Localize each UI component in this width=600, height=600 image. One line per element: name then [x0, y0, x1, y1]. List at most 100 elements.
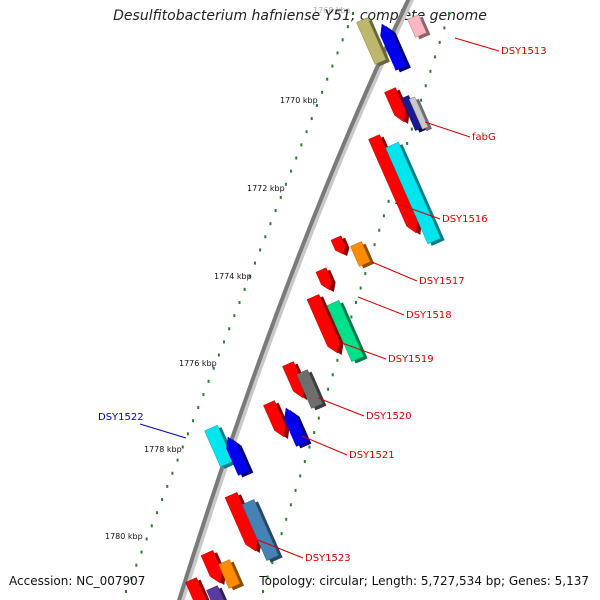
accession-text: Accession: NC_007907 [9, 574, 146, 588]
tick-label-1772: 1772 kbp [247, 184, 285, 193]
gene-red-short[interactable] [330, 235, 350, 256]
tick-dot-left [352, 12, 354, 15]
gene-dsy1519[interactable] [326, 300, 368, 364]
tick-dot-right [336, 358, 339, 362]
tick-dot-right [317, 416, 320, 420]
tick-dot-right [331, 373, 334, 377]
tick-dot-right [359, 286, 362, 290]
tick-dot-left [310, 117, 313, 121]
tick-label-1768: 1768 kbp [313, 6, 351, 15]
gene-dsy1512-khaki[interactable] [356, 17, 390, 67]
tick-dot-right [378, 228, 381, 232]
gene-label-dsy1516[interactable]: DSY1516 [442, 214, 488, 225]
gene-features [185, 14, 445, 600]
gene-label-dsy1519[interactable]: DSY1519 [388, 354, 434, 365]
tick-dot-left [161, 498, 164, 502]
tick-marks [125, 12, 450, 593]
tick-dot-right [285, 517, 288, 521]
tick-dot-right [410, 127, 413, 131]
tick-dot-right [303, 459, 306, 463]
gene-label-fabg[interactable]: fabG [472, 132, 496, 143]
tick-dot-left [233, 314, 236, 318]
tick-dot-right [266, 575, 269, 579]
gene-label-dsy1522[interactable]: DSY1522 [98, 412, 144, 423]
tick-dot-left [341, 38, 344, 42]
tick-dot-right [262, 590, 264, 593]
tick-dot-left [197, 406, 200, 410]
tick-dot-right [443, 26, 446, 30]
gene-label-dsy1517[interactable]: DSY1517 [419, 276, 465, 287]
gene-red-1780[interactable] [224, 492, 262, 553]
label-leader-line [357, 296, 405, 316]
tick-dot-left [259, 248, 262, 252]
label-leader-line [301, 435, 348, 456]
gene-red-1770[interactable] [384, 87, 410, 124]
gene-red-1776[interactable] [306, 294, 344, 355]
tick-dot-left [192, 419, 195, 423]
tick-dot-right [387, 199, 390, 203]
tick-dot-left [300, 143, 303, 147]
tick-dot-left [331, 64, 334, 68]
tick-dot-right [327, 387, 330, 391]
tick-dot-left [284, 182, 287, 186]
gene-dsy1517[interactable] [350, 241, 375, 269]
tick-dot-left [130, 576, 133, 580]
tick-dot-left [135, 563, 138, 567]
gene-dsy1513-pink[interactable] [407, 14, 431, 40]
tick-label-1770: 1770 kbp [280, 96, 318, 105]
tick-dot-right [280, 532, 283, 536]
tick-dot-left [305, 130, 308, 134]
gene-label-dsy1520[interactable]: DSY1520 [366, 411, 412, 422]
tick-dot-right [448, 12, 450, 15]
gene-dsy1521[interactable] [284, 407, 312, 449]
tick-dot-right [313, 431, 316, 435]
gene-orange-1781[interactable] [218, 559, 245, 591]
gene-dsy1520[interactable] [296, 369, 327, 411]
gene-label-dsy1518[interactable]: DSY1518 [406, 310, 452, 321]
tick-dot-right [294, 488, 297, 492]
tick-dot-left [181, 445, 184, 449]
tick-dot-right [424, 84, 427, 88]
topology-summary: Topology: circular; Length: 5,727,534 bp… [259, 574, 589, 588]
tick-dot-left [279, 195, 282, 199]
tick-dot-left [166, 484, 169, 488]
label-leaders [139, 37, 500, 559]
tick-dot-right [271, 561, 274, 565]
gene-label-dsy1523[interactable]: DSY1523 [305, 553, 351, 564]
tick-dot-left [243, 287, 246, 291]
gene-red-1781[interactable] [200, 550, 227, 585]
gene-purple-1782[interactable] [206, 585, 231, 600]
backbone [177, 0, 411, 600]
gene-red-1772[interactable] [368, 134, 422, 235]
gene-red-1777[interactable] [282, 361, 309, 400]
tick-dot-left [140, 550, 143, 554]
label-leader-line [341, 342, 387, 360]
gene-dsy1523[interactable] [241, 499, 283, 563]
gene-label-dsy1521[interactable]: DSY1521 [349, 450, 395, 461]
tick-dot-right [350, 315, 353, 319]
gene-dsy1516[interactable] [385, 141, 445, 246]
tick-dot-left [202, 392, 205, 396]
tick-dot-left [212, 366, 215, 370]
gene-red-1778[interactable] [263, 400, 290, 439]
tick-dot-left [228, 327, 231, 331]
tick-dot-right [438, 40, 441, 44]
gene-red-1782[interactable] [185, 577, 214, 600]
tick-dot-left [217, 353, 220, 357]
tick-dot-left [176, 458, 179, 462]
backbone-shadow [177, 0, 415, 600]
tick-dot-right [308, 445, 311, 449]
tick-dot-left [207, 379, 210, 383]
gene-dsy1518[interactable] [315, 267, 336, 292]
tick-dot-right [434, 55, 437, 59]
gene-dsy1522-blue[interactable] [226, 436, 254, 478]
tick-dot-left [326, 77, 329, 81]
tick-dot-left [264, 235, 267, 239]
label-leader-line [424, 121, 471, 138]
gene-dsy1513-blue[interactable] [380, 23, 411, 73]
gene-label-dsy1513[interactable]: DSY1513 [501, 46, 547, 57]
tick-label-1776: 1776 kbp [179, 359, 217, 368]
tick-dot-left [315, 103, 318, 107]
